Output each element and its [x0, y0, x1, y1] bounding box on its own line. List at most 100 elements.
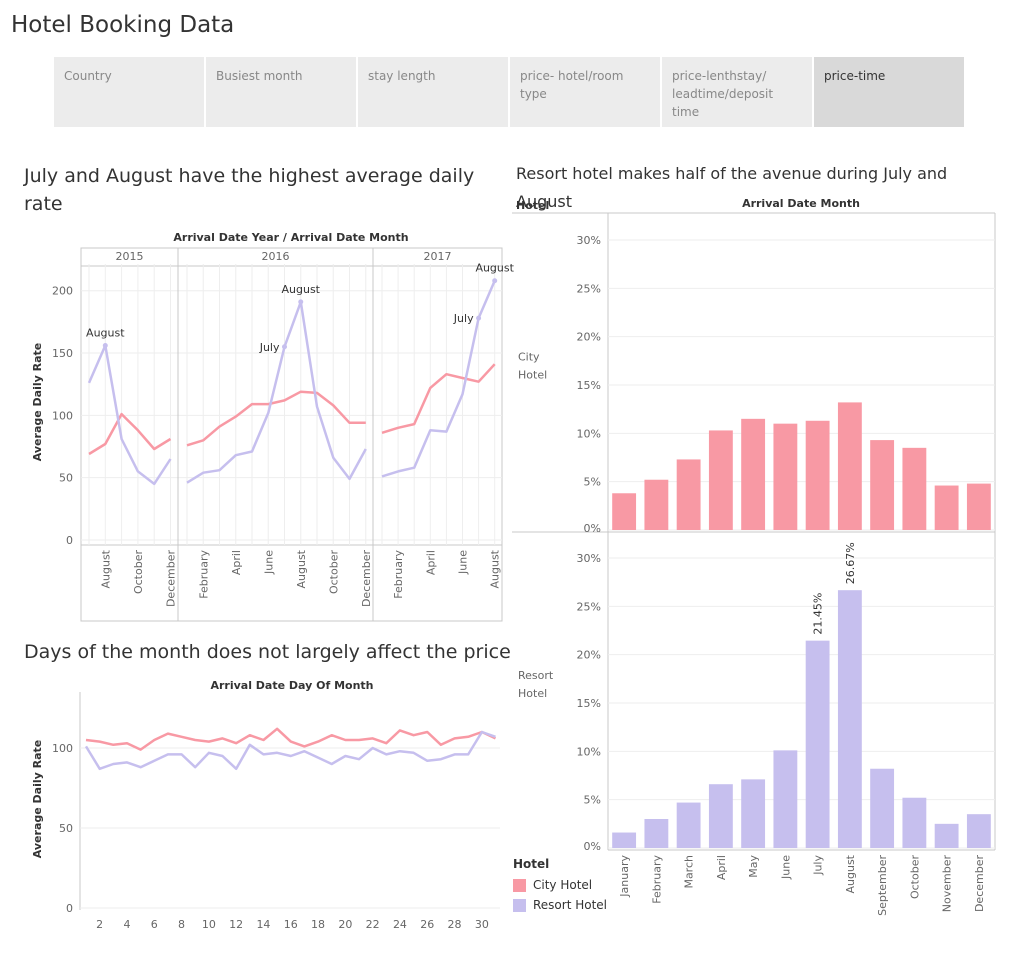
tab-4[interactable]: price-lenthstay/ leadtime/deposit time [662, 57, 812, 127]
chart1-ylabel: Average Daily Rate [31, 343, 44, 461]
chart3-ytick: 50 [59, 822, 73, 835]
legend-item-city-hotel[interactable]: City Hotel [513, 875, 607, 895]
legend-title: Hotel [513, 857, 550, 871]
chart3-xtick: 8 [178, 918, 185, 931]
tab-1[interactable]: Busiest month [206, 57, 356, 127]
chart2-ytick: 10% [577, 745, 601, 758]
page-title: Hotel Booking Data [11, 12, 235, 38]
chart1-ytick: 100 [52, 409, 73, 422]
chart2-xtick: January [618, 855, 631, 898]
chart2-xtick: March [683, 855, 696, 889]
chart1-xtick: June [457, 550, 470, 575]
chart1-data-label: August [475, 262, 514, 275]
chart2-row-label: Resort [518, 669, 554, 682]
chart2-ytick: 25% [577, 600, 601, 613]
chart2-row-label: Hotel [518, 369, 547, 382]
chart1-xtick: August [99, 549, 112, 588]
chart1-ytick: 0 [66, 534, 73, 547]
chart2-bar-resort-october [902, 797, 927, 848]
chart-title-day-of-month: Days of the month does not largely affec… [24, 641, 511, 663]
chart1-ytick: 200 [52, 285, 73, 298]
chart2-bar-city-october [902, 447, 927, 530]
chart1-header: Arrival Date Year / Arrival Date Month [173, 231, 408, 244]
chart1-year-2017: 2017 [424, 250, 452, 263]
chart3-xtick: 28 [448, 918, 462, 931]
chart2-xtick: May [747, 855, 760, 878]
chart3-xtick: 4 [123, 918, 130, 931]
chart3-xtick: 14 [256, 918, 270, 931]
revenue-share-bar-chart: Arrival Date Month Hotel 0% 5% 10% 15% 20% 25% 3… [512, 197, 996, 916]
legend-label-resort-hotel: Resort Hotel [533, 898, 608, 912]
chart1-data-label: August [282, 283, 321, 296]
chart1-city-line-2016 [186, 390, 366, 447]
chart2-data-label: 26.67% [844, 542, 857, 584]
chart2-xtick: July [812, 855, 825, 876]
chart1-xtick: October [327, 550, 340, 594]
chart2-bar-city-june [773, 423, 798, 530]
chart1-city-line-2017 [381, 363, 496, 434]
chart1-xtick: June [262, 550, 275, 575]
tab-3[interactable]: price- hotel/room type [510, 57, 660, 127]
chart1-highlight-point [298, 299, 304, 305]
chart2-bar-resort-november [934, 823, 959, 848]
chart3-xtick: 2 [96, 918, 103, 931]
chart3-xtick: 24 [393, 918, 407, 931]
chart1-resort-line-2017 [381, 280, 496, 478]
hotel-legend: Hotel City Hotel Resort Hotel [513, 857, 607, 915]
chart1-resort-line-2015 [87, 344, 172, 486]
chart1-xtick: August [295, 549, 308, 588]
chart3-city-line [85, 727, 497, 751]
chart3-xtick: 26 [420, 918, 434, 931]
chart1-ytick: 50 [59, 472, 73, 485]
chart2-bar-city-november [934, 485, 959, 530]
chart2-row-label: Hotel [518, 687, 547, 700]
day-of-month-line-chart: Arrival Date Day Of Month 0 50 100 Average D… [31, 679, 500, 931]
chart3-ytick: 100 [52, 742, 73, 755]
chart2-ytick: 5% [584, 476, 601, 489]
chart1-ytick: 150 [52, 347, 73, 360]
chart2-ytick: 0% [584, 522, 601, 535]
city-hotel-swatch [513, 878, 526, 892]
chart1-frame [80, 247, 503, 622]
chart2-xtick: April [715, 855, 728, 880]
chart2-bar-city-december [966, 483, 991, 530]
tab-0[interactable]: Country [54, 57, 204, 127]
chart1-data-label: July [259, 341, 280, 354]
resort-hotel-swatch [513, 898, 526, 912]
chart1-xtick: February [392, 550, 405, 599]
chart2-bar-resort-january [612, 832, 637, 848]
chart3-ylabel: Average Daily Rate [31, 740, 44, 858]
chart1-xtick: October [132, 550, 145, 594]
chart2-row-header: Hotel [516, 199, 549, 212]
chart2-bar-resort-june [773, 750, 798, 848]
legend-item-resort-hotel[interactable]: Resort Hotel [513, 895, 607, 915]
chart2-xtick: October [908, 855, 921, 899]
tab-5[interactable]: price-time [814, 57, 964, 127]
dashboard-tab-bar: Country Busiest month stay length price- ho… [54, 57, 966, 127]
chart1-highlight-point [102, 343, 108, 349]
chart1-xtick: February [197, 550, 210, 599]
chart2-ytick: 15% [577, 697, 601, 710]
chart1-city-line-2015 [88, 412, 172, 456]
chart3-xtick: 10 [202, 918, 216, 931]
chart-title-monthly-rate: July and August have the highest average… [24, 165, 475, 215]
chart1-data-label: August [86, 327, 125, 340]
chart2-xtick: September [876, 855, 889, 916]
chart2-ytick: 25% [577, 282, 601, 295]
chart2-bar-city-july [805, 420, 830, 530]
chart2-bar-resort-december [966, 814, 991, 848]
chart1-xtick: August [489, 549, 502, 588]
chart2-ytick: 20% [577, 331, 601, 344]
chart2-ytick: 5% [584, 794, 601, 807]
chart2-xtick: August [844, 854, 857, 893]
tab-2[interactable]: stay length [358, 57, 508, 127]
chart2-xtick: February [650, 855, 663, 904]
chart2-bar-resort-april [708, 784, 733, 848]
chart3-xtick: 16 [284, 918, 298, 931]
chart2-bar-resort-february [644, 819, 669, 848]
chart2-bar-city-september [870, 440, 895, 530]
legend-label-city-hotel: City Hotel [533, 878, 593, 892]
chart2-ytick: 30% [577, 234, 601, 247]
chart3-resort-line [84, 730, 496, 771]
chart1-xtick: December [165, 550, 178, 608]
